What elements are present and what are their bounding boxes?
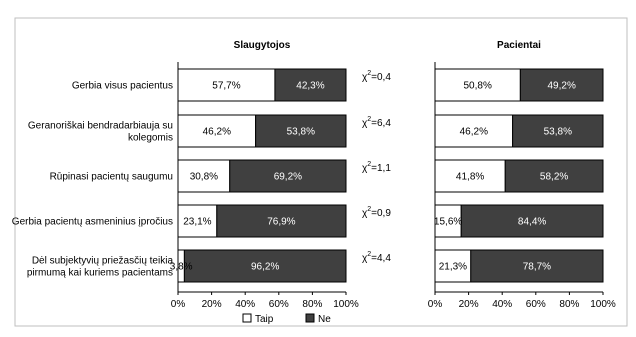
- data-label-taip: 50,8%: [463, 81, 491, 92]
- data-label-ne: 53,8%: [544, 127, 572, 138]
- legend-swatch: [242, 313, 252, 323]
- bar-ne: [274, 68, 347, 102]
- x-tick-label: 100%: [590, 299, 616, 310]
- category-label: Gerbia visus pacientus: [72, 81, 173, 92]
- x-tick-label: 60%: [526, 299, 546, 310]
- data-label-ne: 53,8%: [287, 127, 315, 138]
- category-label: Rūpinasi pacientų saugumu: [50, 172, 173, 183]
- x-tick-label: 40%: [492, 299, 512, 310]
- bar-ne: [183, 249, 347, 283]
- bar-ne: [229, 159, 347, 193]
- data-label-taip: 15,6%: [434, 217, 462, 228]
- chi-square-label: χ2=6,4: [362, 116, 391, 129]
- bar-taip: [434, 68, 521, 102]
- data-label-ne: 84,4%: [518, 217, 546, 228]
- data-label-ne: 42,3%: [296, 81, 324, 92]
- x-tick-label: 20%: [202, 299, 222, 310]
- panel-1: Slaugytojos 0% 20% 40% 60% 80% 100% 57,7% 42,3% 4…: [170, 40, 359, 310]
- data-label-taip: 23,1%: [183, 217, 211, 228]
- category-label: Geranoriškai bendradarbiauja su kolegomis: [28, 121, 173, 144]
- panel-title: Pacientai: [497, 40, 541, 51]
- panel-title: Slaugytojos: [234, 40, 291, 51]
- x-tick-label: 20%: [459, 299, 479, 310]
- data-label-ne: 78,7%: [523, 262, 551, 273]
- bar-taip: [434, 204, 462, 238]
- bar-ne: [512, 114, 604, 148]
- x-tick-label: 40%: [235, 299, 255, 310]
- bar-taip: [434, 249, 472, 283]
- chi-square-label: χ2=4,4: [362, 251, 391, 264]
- x-tick-label: 80%: [302, 299, 322, 310]
- legend-swatch: [305, 313, 315, 323]
- bar-taip: [177, 204, 218, 238]
- bar-taip: [434, 114, 514, 148]
- category-label: Gerbia pacientų asmeninius įpročius: [12, 217, 173, 228]
- data-label-taip: 3,8%: [170, 262, 193, 273]
- chi-square-label: χ2=1,1: [362, 161, 391, 174]
- data-label-taip: 57,7%: [212, 81, 240, 92]
- data-label-taip: 46,2%: [203, 127, 231, 138]
- legend-label: Ne: [318, 314, 331, 325]
- data-label-ne: 69,2%: [274, 172, 302, 183]
- bar-ne: [460, 204, 604, 238]
- x-tick-label: 60%: [269, 299, 289, 310]
- category-label: Dėl subjektyvių priežasčių teikia pirmumą…: [27, 256, 174, 279]
- bar-ne: [470, 249, 604, 283]
- x-tick-label: 0%: [428, 299, 443, 310]
- x-tick-label: 80%: [559, 299, 579, 310]
- data-label-ne: 76,9%: [267, 217, 295, 228]
- chi-square-label: χ2=0,4: [362, 70, 391, 83]
- x-tick-label: 100%: [333, 299, 359, 310]
- x-tick-label: 0%: [171, 299, 186, 310]
- data-label-ne: 96,2%: [251, 262, 279, 273]
- bar-ne: [519, 68, 604, 102]
- bar-ne: [255, 114, 347, 148]
- data-label-taip: 21,3%: [439, 262, 467, 273]
- bar-taip: [434, 159, 506, 193]
- data-label-taip: 30,8%: [190, 172, 218, 183]
- bar-ne: [216, 204, 347, 238]
- bar-taip: [177, 159, 231, 193]
- data-label-ne: 49,2%: [547, 81, 575, 92]
- bar-taip: [177, 114, 257, 148]
- data-label-taip: 46,2%: [460, 127, 488, 138]
- data-label-ne: 58,2%: [540, 172, 568, 183]
- chi-square-label: χ2=0,9: [362, 206, 391, 219]
- legend-label: Taip: [255, 314, 274, 325]
- bar-ne: [504, 159, 604, 193]
- data-label-taip: 41,8%: [456, 172, 484, 183]
- panel-2: Pacientai 0% 20% 40% 60% 80% 100% 50,8% 49,2% 46,…: [428, 40, 616, 310]
